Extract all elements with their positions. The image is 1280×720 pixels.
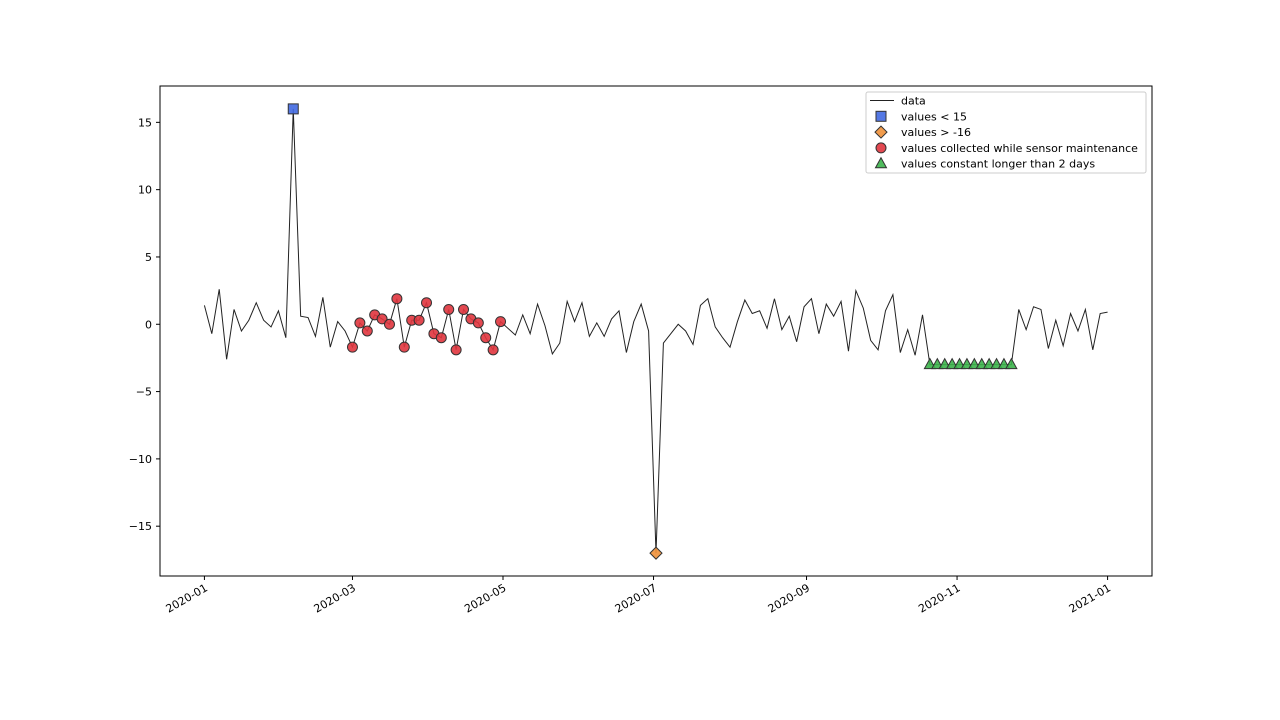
legend-box	[865, 91, 1147, 174]
x-tick-label: 2020-07	[613, 581, 659, 615]
data-line	[203, 108, 1108, 554]
x-tick-label: 2020-05	[462, 581, 508, 615]
marker-circle	[450, 344, 462, 356]
x-tick-label: 2020-09	[766, 581, 812, 615]
marker-triangle	[874, 156, 888, 169]
legend-label: values > -16	[901, 126, 971, 139]
legend-label: values constant longer than 2 days	[901, 158, 1095, 171]
marker-circle	[361, 325, 373, 337]
x-tick-label: 2020-11	[916, 581, 962, 615]
marker-circle	[391, 293, 403, 305]
marker-circle	[413, 314, 425, 326]
marker-circle	[398, 341, 410, 353]
x-tick-label: 2020-03	[312, 581, 358, 615]
marker-circle	[421, 297, 433, 309]
marker-square	[287, 103, 299, 115]
marker-circle	[458, 303, 470, 315]
legend-label: values collected while sensor maintenanc…	[901, 142, 1138, 155]
y-tick-label: 0	[145, 318, 152, 331]
marker-circle	[376, 313, 388, 325]
legend-label: values < 15	[901, 110, 967, 123]
marker-square	[875, 110, 887, 122]
x-tick-label: 2021-01	[1067, 581, 1113, 615]
marker-circle	[875, 142, 887, 154]
marker-circle	[495, 316, 507, 328]
y-tick-label: −15	[129, 520, 152, 533]
marker-circle	[383, 318, 395, 330]
y-tick-label: 15	[138, 116, 152, 129]
x-tick-label: 2020-01	[164, 581, 210, 615]
marker-circle	[443, 303, 455, 315]
marker-circle	[480, 332, 492, 344]
y-tick-label: −10	[129, 453, 152, 466]
marker-circle	[435, 332, 447, 344]
marker-triangle	[1004, 357, 1018, 370]
marker-circle	[472, 317, 484, 329]
marker-circle	[354, 317, 366, 329]
legend-label: data	[901, 95, 926, 108]
marker-circle	[346, 341, 358, 353]
marker-diamond	[874, 125, 888, 139]
marker-circle	[487, 344, 499, 356]
y-tick-label: 10	[138, 184, 152, 197]
marker-diamond	[649, 546, 663, 560]
y-tick-label: −5	[136, 386, 152, 399]
y-tick-label: 5	[145, 251, 152, 264]
plot-frame	[159, 85, 1153, 577]
